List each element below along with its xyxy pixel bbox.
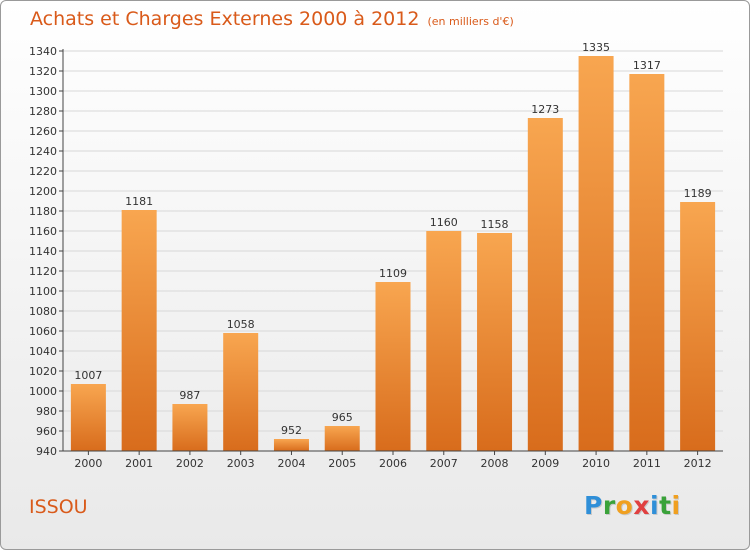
bar-2010 bbox=[578, 56, 614, 451]
place-name: ISSOU bbox=[29, 496, 88, 518]
x-tick-label-2012: 2012 bbox=[684, 457, 712, 470]
logo-letter: x bbox=[633, 491, 650, 520]
y-tick-label: 1280 bbox=[29, 105, 57, 118]
value-label-2012: 1189 bbox=[684, 187, 712, 200]
y-tick-label: 980 bbox=[36, 405, 57, 418]
x-tick-label-2006: 2006 bbox=[379, 457, 407, 470]
logo-letter: o bbox=[615, 491, 634, 520]
y-tick-label: 1220 bbox=[29, 165, 57, 178]
y-tick-label: 1020 bbox=[29, 365, 57, 378]
y-tick-label: 1200 bbox=[29, 185, 57, 198]
y-tick-label: 1080 bbox=[29, 305, 57, 318]
y-tick-label: 1300 bbox=[29, 85, 57, 98]
y-tick-label: 1320 bbox=[29, 65, 57, 78]
bar-2011 bbox=[629, 74, 665, 451]
logo-letter: P bbox=[584, 491, 603, 520]
labels: 1007 2000 1181 2001 987 2002 1058 2003 952 2004 96… bbox=[74, 41, 711, 470]
bars bbox=[70, 56, 716, 451]
y-tick-label: 1100 bbox=[29, 285, 57, 298]
y-tick-label: 1340 bbox=[29, 45, 57, 58]
bar-2005 bbox=[324, 426, 360, 451]
bar-2012 bbox=[680, 202, 716, 451]
value-label-2006: 1109 bbox=[379, 267, 407, 280]
y-tick-label: 1140 bbox=[29, 245, 57, 258]
value-label-2005: 965 bbox=[332, 411, 353, 424]
x-tick-label-2010: 2010 bbox=[582, 457, 610, 470]
x-tick-label-2003: 2003 bbox=[227, 457, 255, 470]
y-tick-label: 1120 bbox=[29, 265, 57, 278]
x-tick-label-2005: 2005 bbox=[328, 457, 356, 470]
logo-letter: t bbox=[659, 491, 672, 520]
value-label-2008: 1158 bbox=[481, 218, 509, 231]
bar-2009 bbox=[527, 118, 563, 451]
value-label-2000: 1007 bbox=[74, 369, 102, 382]
y-tick-label: 1040 bbox=[29, 345, 57, 358]
bar-2000 bbox=[70, 384, 106, 451]
x-tick-label-2007: 2007 bbox=[430, 457, 458, 470]
x-tick-label-2001: 2001 bbox=[125, 457, 153, 470]
bar-2008 bbox=[477, 233, 513, 451]
bar-2002 bbox=[172, 404, 208, 451]
value-label-2002: 987 bbox=[179, 389, 200, 402]
x-tick-label-2008: 2008 bbox=[481, 457, 509, 470]
value-label-2001: 1181 bbox=[125, 195, 153, 208]
bar-2006 bbox=[375, 282, 411, 451]
y-tick-label: 1180 bbox=[29, 205, 57, 218]
x-tick-label-2002: 2002 bbox=[176, 457, 204, 470]
value-label-2003: 1058 bbox=[227, 318, 255, 331]
y-tick-label: 940 bbox=[36, 445, 57, 458]
y-tick-label: 1000 bbox=[29, 385, 57, 398]
chart-subtitle: (en milliers d'€) bbox=[427, 15, 514, 28]
y-tick-label: 1160 bbox=[29, 225, 57, 238]
value-label-2011: 1317 bbox=[633, 59, 661, 72]
axes: 940 960 980 1000 1020 1040 1060 1080 1100 1120 114… bbox=[29, 45, 723, 458]
logo-letter: i bbox=[671, 491, 681, 520]
x-tick-label-2000: 2000 bbox=[74, 457, 102, 470]
y-tick-label: 1240 bbox=[29, 145, 57, 158]
y-tick-label: 1060 bbox=[29, 325, 57, 338]
bar-2007 bbox=[426, 231, 462, 451]
value-label-2010: 1335 bbox=[582, 41, 610, 54]
x-tick-label-2009: 2009 bbox=[531, 457, 559, 470]
value-label-2007: 1160 bbox=[430, 216, 458, 229]
bar-2004 bbox=[273, 439, 309, 451]
bar-2001 bbox=[121, 210, 157, 451]
title-row: Achats et Charges Externes 2000 à 2012 (e… bbox=[30, 8, 514, 30]
y-tick-label: 1260 bbox=[29, 125, 57, 138]
value-label-2009: 1273 bbox=[531, 103, 559, 116]
y-tick-label: 960 bbox=[36, 425, 57, 438]
logo-letter: i bbox=[650, 491, 660, 520]
x-tick-label-2004: 2004 bbox=[277, 457, 305, 470]
logo-letter: r bbox=[602, 491, 616, 520]
bar-2003 bbox=[223, 333, 259, 451]
x-tick-label-2011: 2011 bbox=[633, 457, 661, 470]
chart-title: Achats et Charges Externes 2000 à 2012 bbox=[30, 8, 420, 30]
value-label-2004: 952 bbox=[281, 424, 302, 437]
proxiti-logo[interactable]: Proxiti bbox=[584, 491, 681, 520]
